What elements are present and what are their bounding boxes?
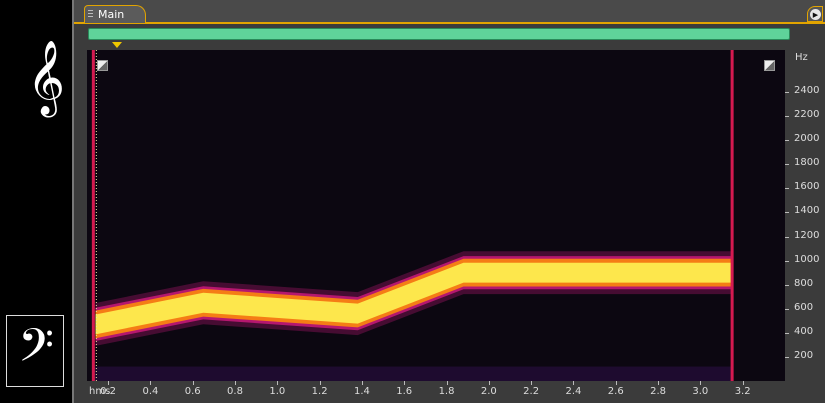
spectrogram-view[interactable]	[87, 50, 785, 381]
time-tick-label: 2.0	[480, 386, 497, 397]
time-tick-label: 3.0	[692, 386, 709, 397]
zoom-corner-right-icon[interactable]	[764, 60, 775, 71]
frequency-tick-label: 1000	[794, 253, 820, 265]
time-tick	[658, 381, 660, 385]
time-tick	[700, 381, 702, 385]
frequency-tick-label: 1600	[794, 181, 820, 193]
frequency-tick-label: 200	[794, 349, 814, 361]
frequency-axis: Hz 2400 2200 2000 1800 1600 1400 1200 1000 800 600…	[785, 50, 825, 381]
frequency-tick	[785, 236, 789, 238]
frequency-tick-label: 1200	[794, 229, 820, 241]
frequency-tick	[785, 284, 789, 286]
time-axis: hms 0.2 0.4 0.6 0.8 1.0 1.2 1.4 1.6 1.8 2.0 2.2 2.4 2…	[87, 381, 785, 403]
grip-icon	[88, 10, 93, 19]
time-tick-label: 1.4	[353, 386, 370, 397]
time-tick	[319, 381, 321, 385]
time-tick-label: 2.6	[607, 386, 624, 397]
frequency-tick-label: 800	[794, 277, 814, 289]
frequency-tick	[785, 116, 789, 118]
time-tick-label: 1.0	[269, 386, 286, 397]
frequency-tick-label: 2400	[794, 85, 820, 97]
marker-line-1	[730, 50, 734, 381]
time-tick	[361, 381, 363, 385]
time-tick	[235, 381, 237, 385]
frequency-tick	[785, 308, 789, 310]
band-core	[95, 262, 733, 335]
spectrogram-canvas	[91, 50, 734, 381]
time-tick	[150, 381, 152, 385]
time-tick	[615, 381, 617, 385]
main-view-frame: Main ▶ Hz 2400 2200 2000 1800 1600 1400 1200 100…	[72, 0, 825, 403]
time-tick	[404, 381, 406, 385]
frequency-tick	[785, 92, 789, 94]
playhead-marker-icon[interactable]	[112, 42, 122, 48]
frequency-tick-label: 2200	[794, 109, 820, 121]
time-tick-label: 3.2	[734, 386, 751, 397]
frequency-tick	[785, 164, 789, 166]
time-tick	[531, 381, 533, 385]
bass-clef-box: 𝄢	[6, 315, 64, 387]
frequency-tick-label: 1400	[794, 205, 820, 217]
time-tick-label: 2.4	[565, 386, 582, 397]
play-icon[interactable]: ▶	[810, 9, 821, 20]
frequency-tick-label: 2000	[794, 133, 820, 145]
time-tick-label: 1.8	[438, 386, 455, 397]
frequency-tick-label: 600	[794, 301, 814, 313]
frequency-tick-label: 1800	[794, 157, 820, 169]
time-tick-label: 0.6	[184, 386, 201, 397]
bass-clef-icon: 𝄢	[17, 319, 54, 384]
frequency-tick-label: 400	[794, 325, 814, 337]
tab-main-label: Main	[98, 8, 125, 21]
time-tick-label: 2.8	[650, 386, 666, 397]
time-tick-label: 2.2	[523, 386, 540, 397]
tab-bar: Main ▶	[74, 0, 825, 24]
frequency-tick	[785, 260, 789, 262]
time-tick-label: 0.2	[100, 386, 117, 397]
frequency-tick	[785, 332, 789, 334]
frequency-tick	[785, 188, 789, 190]
frequency-unit-label: Hz	[795, 52, 808, 63]
overview-scrollbar[interactable]	[88, 28, 790, 40]
time-tick-label: 1.2	[311, 386, 328, 397]
time-tick-label: 0.8	[227, 386, 243, 397]
zoom-corner-left-icon[interactable]	[97, 60, 108, 71]
time-unit-label: hms	[89, 386, 111, 397]
frequency-tick	[785, 212, 789, 214]
treble-clef-icon: 𝄞	[27, 41, 65, 115]
noise-floor	[93, 366, 733, 381]
marker-line-0	[91, 50, 95, 381]
time-tick	[742, 381, 744, 385]
frequency-tick	[785, 140, 789, 142]
tab-main[interactable]: Main	[84, 5, 146, 23]
clef-panel: 𝄞 𝄢	[0, 0, 72, 403]
frequency-tick	[785, 356, 789, 358]
time-tick	[488, 381, 490, 385]
time-tick	[446, 381, 448, 385]
time-tick	[192, 381, 194, 385]
time-tick-label: 0.4	[142, 386, 159, 397]
time-tick	[108, 381, 110, 385]
time-tick-label: 1.6	[396, 386, 413, 397]
time-tick	[277, 381, 279, 385]
time-tick	[573, 381, 575, 385]
